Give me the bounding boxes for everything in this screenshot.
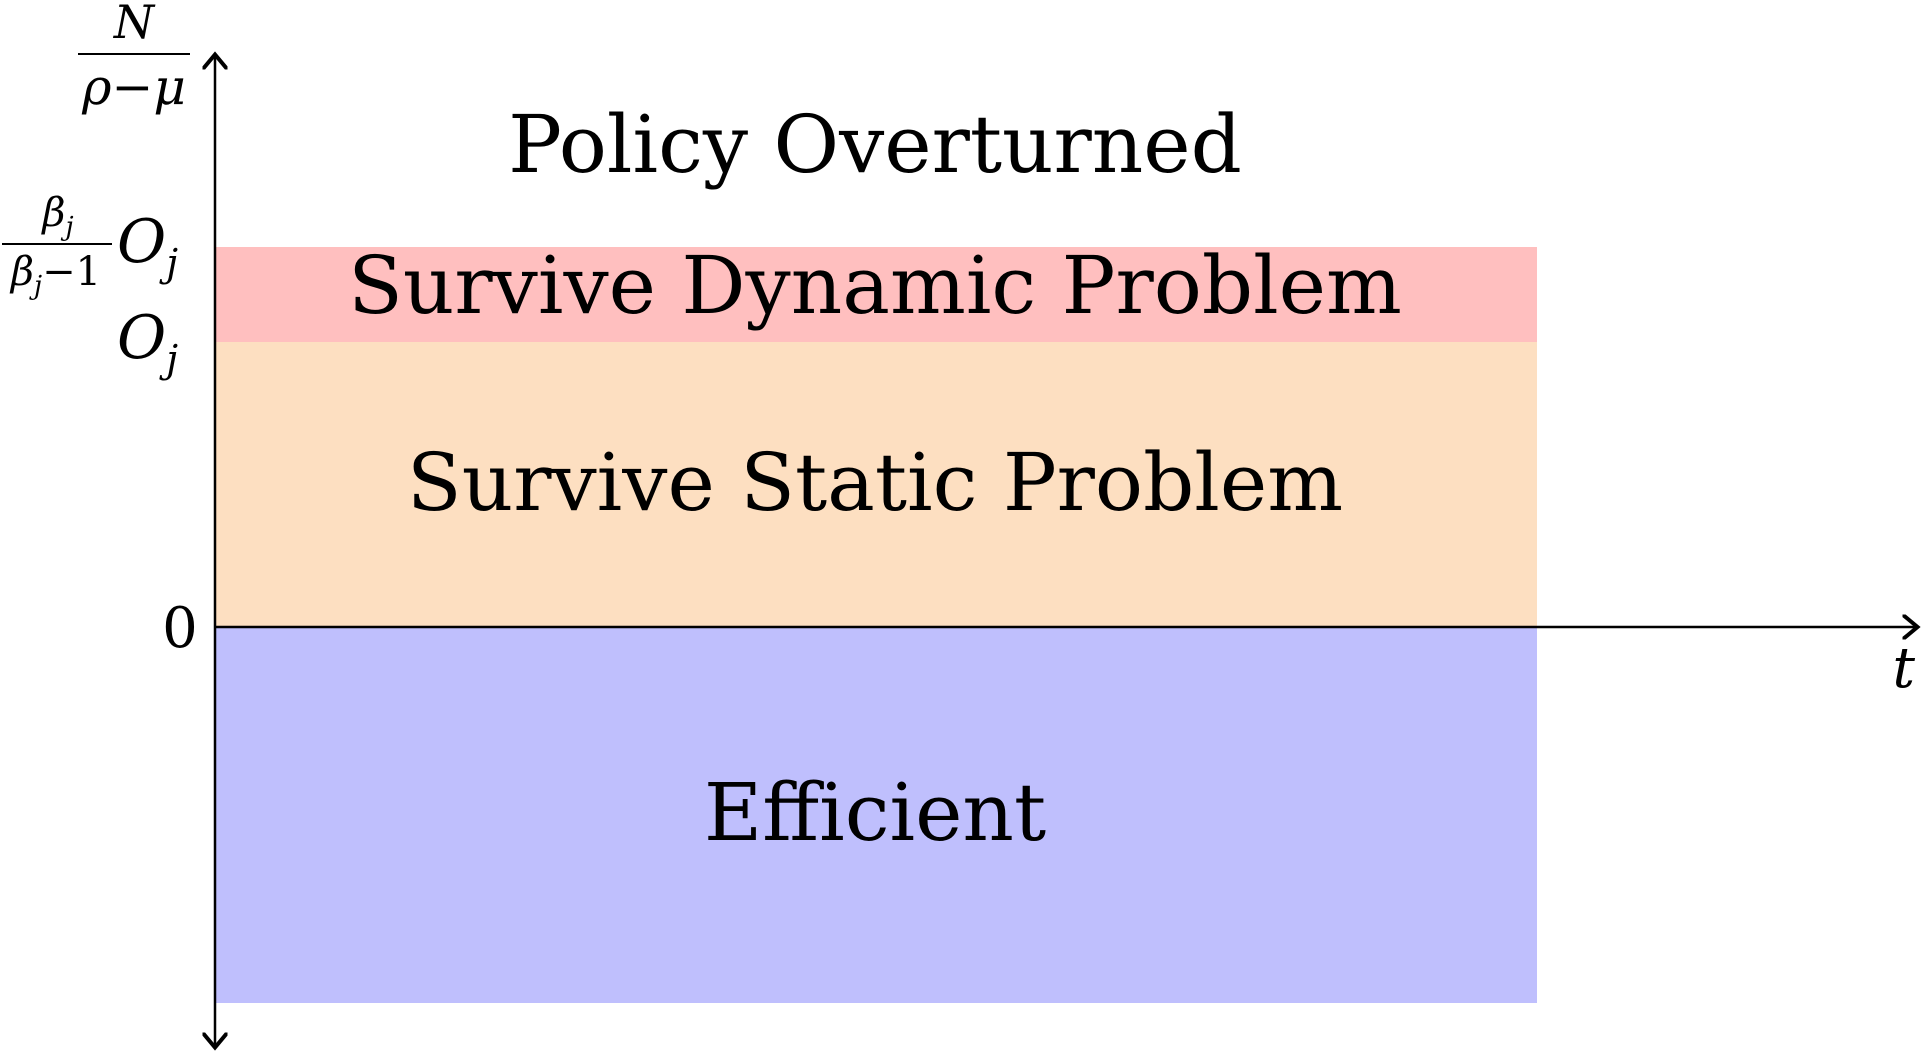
tick-dynamic-threshold: βj βj−1 Oj	[2, 190, 178, 301]
tick-frac-numerator: βj	[40, 190, 73, 242]
tick-static-threshold: Oj	[117, 303, 178, 381]
region-survive-dynamic	[215, 247, 1537, 342]
y-top-numerator: N	[113, 0, 156, 49]
region-survive-static	[215, 342, 1537, 627]
label-survive-dynamic: Survive Dynamic Problem	[348, 239, 1402, 332]
y-top-denominator: ρ−μ	[81, 58, 186, 116]
tick-zero: 0	[162, 596, 198, 661]
tick-frac-denominator: βj−1	[9, 249, 101, 301]
label-efficient: Efficient	[704, 766, 1046, 859]
label-policy-overturned: Policy Overturned	[508, 98, 1242, 191]
y-top-label: N ρ−μ	[78, 0, 190, 116]
tick-dynamic-O: Oj	[117, 207, 178, 285]
label-survive-static: Survive Static Problem	[407, 436, 1343, 529]
x-axis-label: t	[1892, 636, 1915, 701]
region-efficient	[215, 627, 1537, 1003]
